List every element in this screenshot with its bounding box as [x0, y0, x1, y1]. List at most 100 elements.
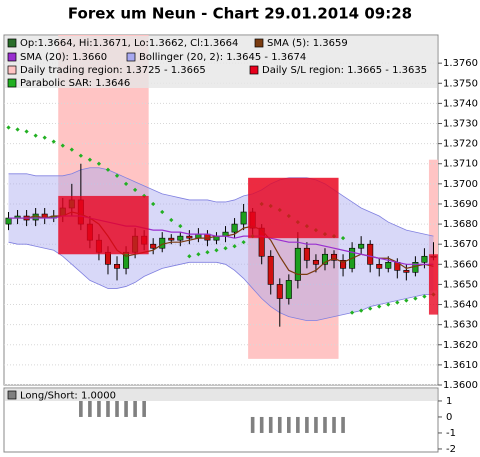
- candle-body: [403, 270, 410, 273]
- sar-dot: [340, 236, 346, 241]
- bar: [314, 416, 318, 433]
- y-tick-label: 1.3730: [443, 119, 478, 130]
- sar-dot: [132, 187, 138, 193]
- sar-dot: [87, 157, 93, 162]
- sar-dot: [151, 201, 156, 207]
- y-tick-label: 1.3710: [443, 159, 478, 170]
- bar: [332, 416, 336, 433]
- sar-dot: [187, 254, 192, 259]
- sar-dot: [223, 246, 228, 251]
- legend-swatch: [7, 78, 17, 88]
- sar-dot: [232, 244, 237, 249]
- chart-title: Forex um Neun - Chart 29.01.2014 09:28: [68, 5, 412, 23]
- sar-dot: [123, 181, 129, 186]
- y-tick-label: -1: [446, 428, 456, 439]
- legend-label: Parabolic SAR: 1.3646: [20, 78, 130, 89]
- candle-body: [267, 255, 274, 285]
- bar: [250, 416, 255, 433]
- bar: [296, 416, 300, 433]
- bar: [133, 400, 137, 417]
- candle-body: [186, 235, 193, 239]
- sar-dot: [160, 209, 165, 215]
- y-tick-label: 1.3600: [443, 380, 478, 391]
- candle-body: [114, 264, 121, 269]
- sar-dot: [69, 147, 74, 152]
- band-lower: [8, 241, 434, 322]
- region: [58, 195, 149, 255]
- sar-dot: [15, 127, 20, 132]
- y-tick-label: 1: [446, 396, 452, 407]
- sar-dot: [422, 294, 427, 299]
- sar-dot: [24, 129, 29, 134]
- sar-dot: [60, 143, 65, 148]
- bar: [124, 400, 128, 417]
- bar: [79, 400, 83, 417]
- candle-body: [376, 264, 383, 269]
- y-tick-label: 1.3750: [443, 78, 478, 89]
- legend-swatch: [7, 38, 17, 48]
- sar-dot: [359, 308, 364, 313]
- candle-body: [421, 255, 428, 263]
- candle-body: [331, 253, 338, 261]
- y-tick-label: 1.3760: [443, 58, 478, 69]
- legend-swatch: [7, 65, 17, 75]
- candle-body: [312, 259, 319, 265]
- legend-swatch: [249, 65, 259, 75]
- y-tick-label: 1.3700: [443, 179, 478, 190]
- legend-label: Daily S/L region: 1.3665 - 1.3635: [262, 65, 427, 76]
- candle-body: [240, 211, 247, 225]
- main-plot: [4, 35, 438, 385]
- candle-body: [177, 235, 184, 241]
- sar-dot: [33, 133, 38, 138]
- sar-dot: [96, 161, 102, 166]
- region: [428, 254, 438, 315]
- candle-body: [195, 233, 202, 239]
- legend-label: Bollinger (20, 2): 1.3645 - 1.3674: [139, 52, 306, 63]
- sub-plot: [79, 400, 345, 433]
- candle-body: [367, 243, 374, 265]
- legend-label: SMA (5): 1.3659: [267, 38, 348, 49]
- candle-body: [276, 284, 283, 299]
- candle-body: [358, 243, 365, 249]
- region: [248, 177, 339, 239]
- sar-dot: [105, 167, 111, 172]
- legend-label: Daily trading region: 1.3725 - 1.3665: [20, 65, 206, 76]
- legend-label: Long/Short: 1.0000: [20, 391, 116, 402]
- bar: [323, 416, 327, 433]
- candle-body: [150, 243, 157, 249]
- y-tick-label: 0: [446, 412, 452, 423]
- y-tick-label: 1.3620: [443, 340, 478, 351]
- candle-body: [303, 247, 310, 261]
- y-tick-label: 1.3650: [443, 279, 478, 290]
- sar-dot: [349, 310, 355, 315]
- sar-dot: [205, 250, 210, 255]
- candle-body: [5, 217, 12, 225]
- candle-body: [168, 237, 175, 241]
- bar: [287, 416, 291, 433]
- bar: [88, 400, 92, 417]
- sar-dot: [196, 252, 201, 257]
- sar-dot: [169, 217, 174, 223]
- bar: [277, 416, 282, 433]
- sar-dot: [413, 296, 418, 301]
- candle-body: [340, 259, 347, 269]
- y-tick-label: 1.3670: [443, 239, 478, 250]
- y-tick-label: 1.3690: [443, 199, 478, 210]
- bar: [341, 416, 345, 433]
- sar-dot: [114, 173, 120, 178]
- legend-label: SMA (20): 1.3660: [20, 52, 107, 63]
- legend-swatch: [7, 390, 17, 400]
- y-tick-label: -2: [446, 444, 456, 455]
- overlay: 1.3600 1.3610 1.3620 1.3630 1.3640 1.3650 1.36…: [5, 36, 478, 455]
- sar-dot: [368, 306, 373, 311]
- region: [428, 159, 438, 291]
- y-tick-label: 1.3630: [443, 320, 478, 331]
- bar: [142, 400, 146, 417]
- band-upper: [8, 167, 434, 237]
- bar: [97, 400, 101, 417]
- bar: [268, 416, 273, 433]
- sar-dot: [78, 153, 83, 158]
- legend-box: [5, 389, 437, 401]
- y-tick-label: 1.3720: [443, 139, 478, 150]
